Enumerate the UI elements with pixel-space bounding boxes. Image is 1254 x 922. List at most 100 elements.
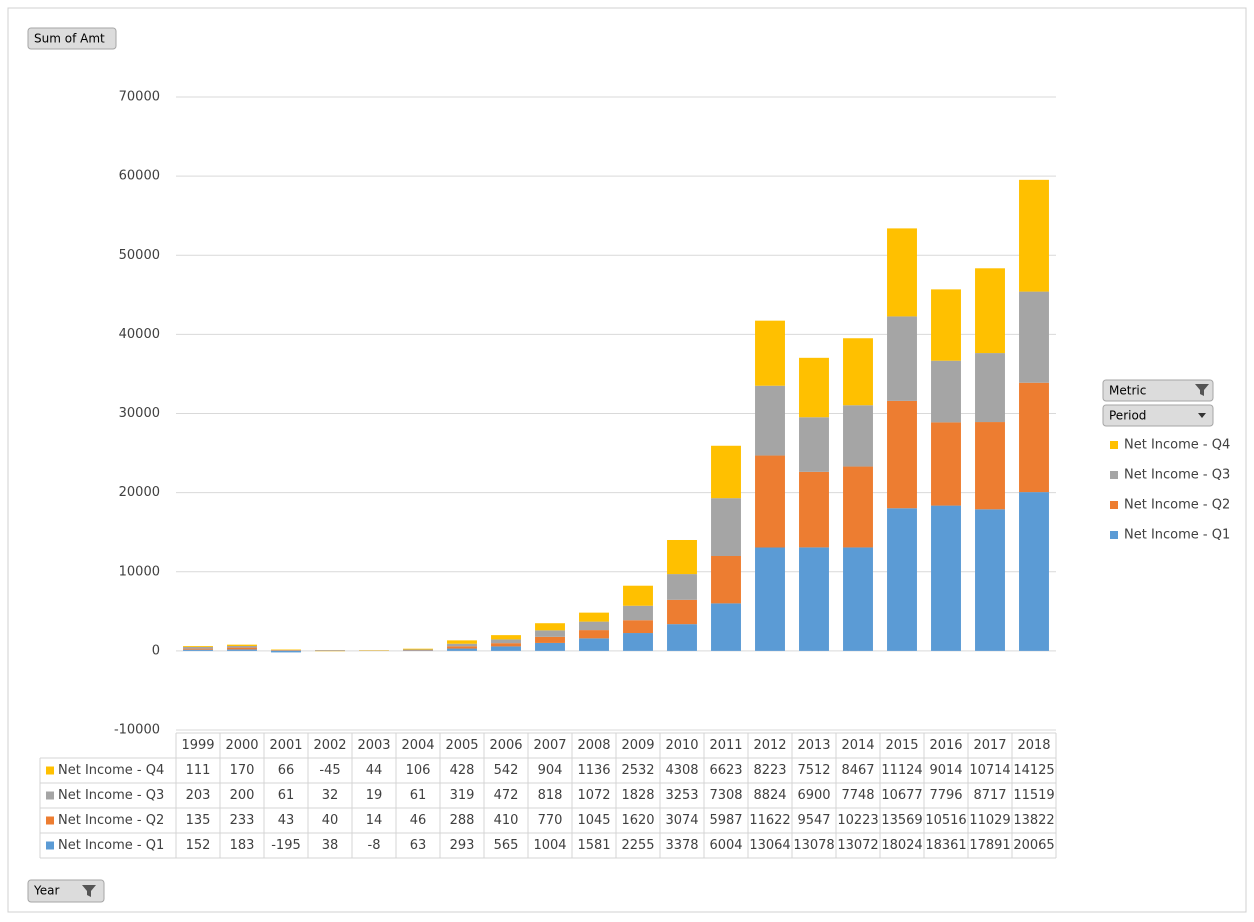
bar-segment — [535, 643, 565, 651]
bar-segment — [887, 508, 917, 651]
legend-key — [1110, 441, 1118, 449]
bar-segment — [535, 630, 565, 636]
bar-segment — [579, 613, 609, 622]
legend-label: Net Income - Q2 — [1124, 498, 1230, 513]
bar-segment — [1019, 383, 1049, 492]
bar-segment — [887, 228, 917, 316]
legend-label: Net Income - Q4 — [1124, 438, 1230, 453]
legend-key — [1110, 531, 1118, 539]
table-cell: 3378 — [665, 838, 698, 853]
table-cell: 6900 — [797, 788, 830, 803]
y-tick-label: 40000 — [119, 327, 160, 342]
table-cell: 152 — [186, 838, 211, 853]
x-tick-label: 2015 — [885, 738, 918, 753]
table-cell: 10223 — [837, 813, 878, 828]
table-cell: 904 — [538, 763, 563, 778]
table-cell: 170 — [230, 763, 255, 778]
bar-segment — [579, 630, 609, 638]
table-cell: 7512 — [797, 763, 830, 778]
table-cell: 11124 — [881, 763, 922, 778]
table-legend-key — [46, 842, 54, 850]
table-cell: 9547 — [797, 813, 830, 828]
table-cell: 428 — [450, 763, 475, 778]
y-tick-label: 20000 — [119, 485, 160, 500]
bar-segment — [975, 268, 1005, 353]
bar-segment — [271, 651, 301, 653]
table-cell: 2255 — [621, 838, 654, 853]
table-cell: -8 — [368, 838, 381, 853]
table-cell: 11519 — [1013, 788, 1054, 803]
table-cell: 44 — [366, 763, 383, 778]
bar-segment — [711, 498, 741, 556]
bar-segment — [623, 586, 653, 606]
bar-segment — [975, 509, 1005, 651]
x-tick-label: 2008 — [577, 738, 610, 753]
bar-segment — [535, 637, 565, 643]
bar-segment — [403, 649, 433, 650]
table-cell: 3074 — [665, 813, 698, 828]
bar-segment — [1019, 492, 1049, 651]
x-tick-label: 2004 — [401, 738, 434, 753]
table-cell: 233 — [230, 813, 255, 828]
table-cell: 13569 — [881, 813, 922, 828]
table-cell: 288 — [450, 813, 475, 828]
table-series-name: Net Income - Q2 — [58, 813, 164, 828]
legend-field-label: Metric — [1109, 384, 1146, 398]
table-cell: 66 — [278, 763, 295, 778]
table-cell: 319 — [450, 788, 475, 803]
table-cell: 1045 — [577, 813, 610, 828]
table-cell: 18024 — [881, 838, 922, 853]
legend-label: Net Income - Q3 — [1124, 468, 1230, 483]
table-cell: 10516 — [925, 813, 966, 828]
x-tick-label: 2017 — [973, 738, 1006, 753]
table-cell: 111 — [186, 763, 211, 778]
x-tick-label: 2016 — [929, 738, 962, 753]
bar-segment — [491, 635, 521, 639]
table-cell: 13078 — [793, 838, 834, 853]
y-tick-label: 0 — [152, 643, 160, 658]
table-cell: 135 — [186, 813, 211, 828]
x-tick-label: 2005 — [445, 738, 478, 753]
table-series-name: Net Income - Q3 — [58, 788, 164, 803]
table-cell: 10714 — [969, 763, 1010, 778]
bar-segment — [755, 321, 785, 386]
x-tick-label: 1999 — [181, 738, 214, 753]
bar-segment — [491, 646, 521, 650]
table-cell: 32 — [322, 788, 339, 803]
legend-key — [1110, 471, 1118, 479]
table-cell: 200 — [230, 788, 255, 803]
bar-segment — [799, 358, 829, 417]
bar-segment — [183, 650, 213, 651]
table-cell: 13822 — [1013, 813, 1054, 828]
table-cell: 38 — [322, 838, 339, 853]
x-tick-label: 2002 — [313, 738, 346, 753]
bar-segment — [447, 644, 477, 647]
table-series-name: Net Income - Q1 — [58, 838, 164, 853]
table-cell: 20065 — [1013, 838, 1054, 853]
bar-segment — [227, 649, 257, 650]
x-tick-label: 2001 — [269, 738, 302, 753]
table-cell: 2532 — [621, 763, 654, 778]
table-cell: -195 — [271, 838, 301, 853]
bar-segment — [183, 647, 213, 649]
bar-segment — [623, 606, 653, 620]
x-tick-label: 2000 — [225, 738, 258, 753]
bar-segment — [931, 361, 961, 423]
bar-segment — [843, 547, 873, 650]
x-tick-label: 2012 — [753, 738, 786, 753]
bar-segment — [843, 405, 873, 466]
bar-segment — [579, 622, 609, 630]
bar-segment — [447, 649, 477, 651]
table-cell: 293 — [450, 838, 475, 853]
bar-segment — [799, 472, 829, 548]
table-cell: 13064 — [749, 838, 790, 853]
table-cell: 46 — [410, 813, 427, 828]
y-tick-label: -10000 — [114, 723, 160, 738]
table-cell: -45 — [319, 763, 340, 778]
bar-segment — [931, 506, 961, 651]
table-cell: 106 — [406, 763, 431, 778]
bar-segment — [227, 645, 257, 646]
bar-segment — [755, 548, 785, 651]
x-tick-label: 2018 — [1017, 738, 1050, 753]
